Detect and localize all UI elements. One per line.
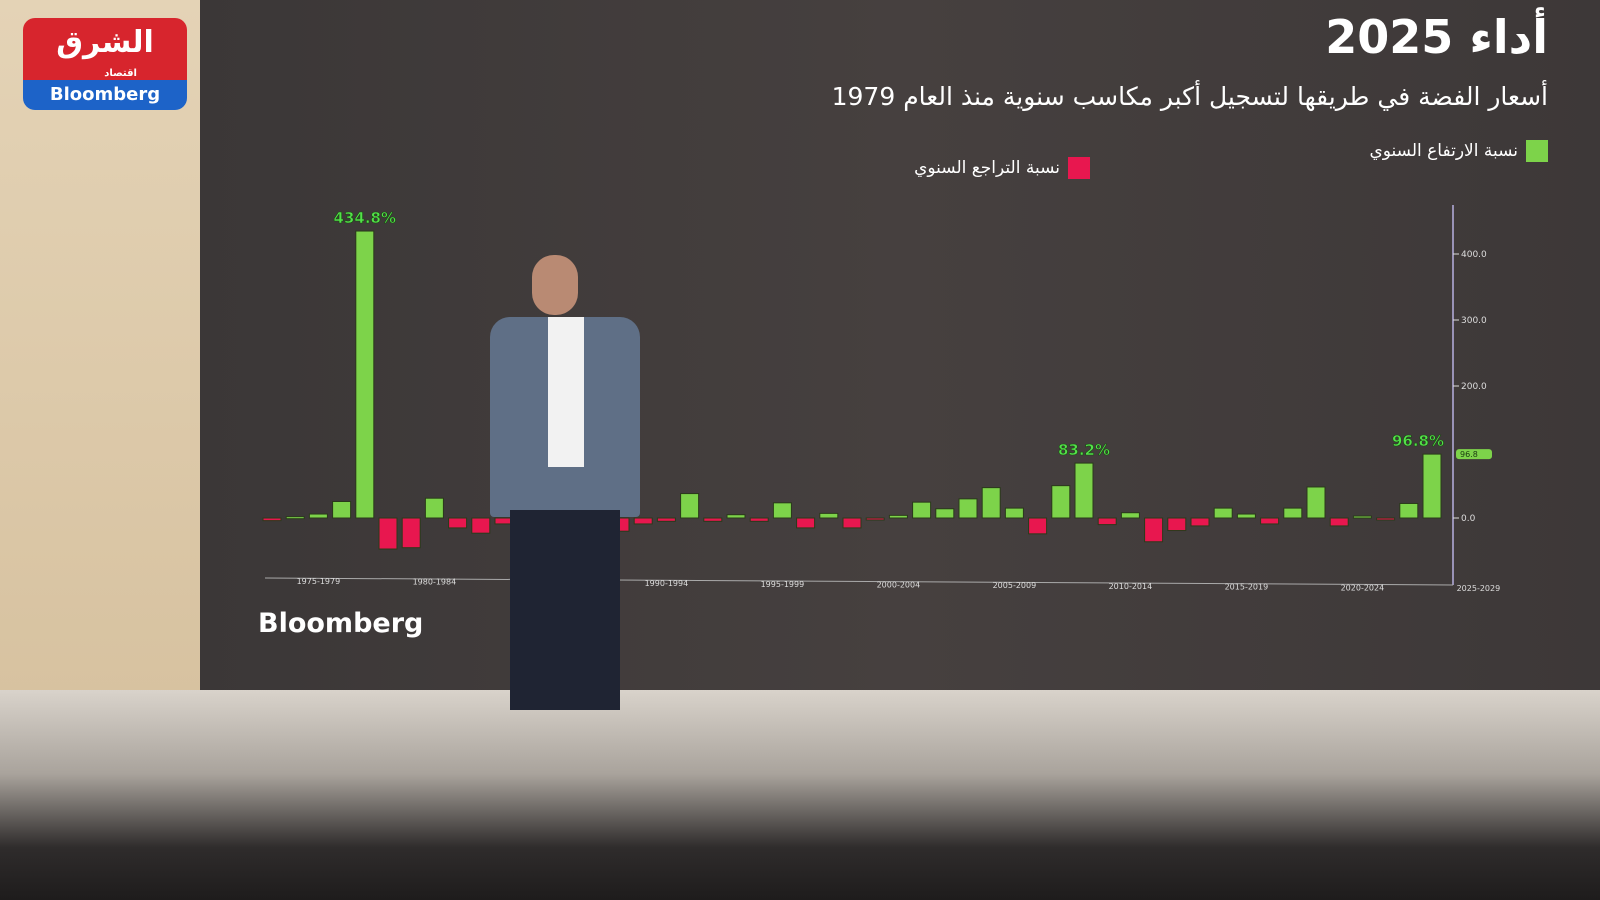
bar xyxy=(448,517,468,529)
x-tick-label: 2000-2004 xyxy=(877,581,921,590)
x-tick-label: 2020-2024 xyxy=(1341,583,1385,592)
bar xyxy=(726,514,746,519)
bar xyxy=(1260,517,1280,525)
bar xyxy=(355,230,375,519)
bar xyxy=(1190,517,1210,527)
bar xyxy=(1352,515,1372,519)
bar xyxy=(749,517,769,522)
legend-label: نسبة التراجع السنوي xyxy=(914,158,1060,178)
bar xyxy=(703,517,723,522)
presenter xyxy=(490,255,650,725)
chart-title: أداء 2025 xyxy=(1325,10,1548,64)
legend-swatch-loss xyxy=(1068,157,1090,179)
x-tick-label: 2025-2029 xyxy=(1457,584,1501,593)
legend-gain: نسبة الارتفاع السنوي xyxy=(1369,140,1548,162)
chart-subtitle: أسعار الفضة في طريقها لتسجيل أكبر مكاسب … xyxy=(831,82,1548,111)
x-tick-label: 1995-1999 xyxy=(761,580,805,589)
x-tick-label: 1990-1994 xyxy=(645,579,689,588)
bar xyxy=(842,517,862,529)
bar xyxy=(285,516,305,520)
bar xyxy=(796,517,816,529)
logo-sub: اقتصاد xyxy=(104,68,137,79)
bar xyxy=(1306,486,1326,519)
bar xyxy=(1028,517,1048,535)
bar xyxy=(912,501,932,519)
current-value-marker xyxy=(1456,449,1492,460)
bar xyxy=(424,497,444,519)
bar xyxy=(1004,507,1024,519)
bar xyxy=(1399,502,1419,519)
bar xyxy=(401,517,421,549)
y-tick-label: 0.0 xyxy=(1461,514,1476,524)
video-wall xyxy=(200,0,1600,690)
bar xyxy=(332,501,352,519)
bar xyxy=(1213,507,1233,519)
x-tick-label: 1980-1984 xyxy=(413,578,457,587)
bar xyxy=(378,517,398,550)
bar xyxy=(772,502,792,519)
bar xyxy=(471,517,491,534)
bar xyxy=(1376,517,1396,521)
bar xyxy=(981,487,1001,519)
current-value-label: 96.8 xyxy=(1460,450,1478,459)
bar xyxy=(865,517,885,521)
bar xyxy=(656,517,676,522)
x-tick-label: 2010-2014 xyxy=(1109,582,1153,591)
bar xyxy=(308,513,328,519)
bar xyxy=(1329,517,1349,527)
bar xyxy=(1422,453,1442,519)
bloomberg-watermark: Bloomberg xyxy=(258,608,424,639)
bar xyxy=(935,508,955,519)
x-tick-label: 1975-1979 xyxy=(297,577,341,586)
bar xyxy=(1097,517,1117,526)
y-tick-label: 400.0 xyxy=(1461,250,1487,260)
data-label: 434.8% xyxy=(334,209,396,227)
bar xyxy=(1051,485,1071,519)
data-label: 96.8% xyxy=(1392,432,1444,450)
logo-brand: الشرق xyxy=(56,25,154,60)
bar xyxy=(1144,517,1164,543)
y-tick-label: 200.0 xyxy=(1461,382,1487,392)
bar xyxy=(680,493,700,519)
y-tick-label: 300.0 xyxy=(1461,316,1487,326)
bar xyxy=(1120,512,1140,519)
bar xyxy=(262,517,282,522)
x-axis xyxy=(264,577,1454,586)
bar xyxy=(958,498,978,519)
asharq-bloomberg-logo: الشرق اقتصاد Bloomberg xyxy=(23,18,187,110)
bar xyxy=(1236,513,1256,519)
studio-floor xyxy=(0,690,1600,900)
bar xyxy=(888,514,908,519)
bar xyxy=(1167,517,1187,532)
x-tick-label: 2005-2009 xyxy=(993,581,1037,590)
bar xyxy=(1074,462,1094,519)
bar xyxy=(819,512,839,519)
legend-swatch-gain xyxy=(1526,140,1548,162)
bar xyxy=(1283,507,1303,519)
bar xyxy=(633,517,653,525)
legend-label: نسبة الارتفاع السنوي xyxy=(1369,141,1518,161)
data-label: 83.2% xyxy=(1058,441,1110,459)
logo-partner: Bloomberg xyxy=(49,84,161,105)
x-tick-label: 2015-2019 xyxy=(1225,583,1269,592)
legend-loss: نسبة التراجع السنوي xyxy=(914,157,1090,179)
